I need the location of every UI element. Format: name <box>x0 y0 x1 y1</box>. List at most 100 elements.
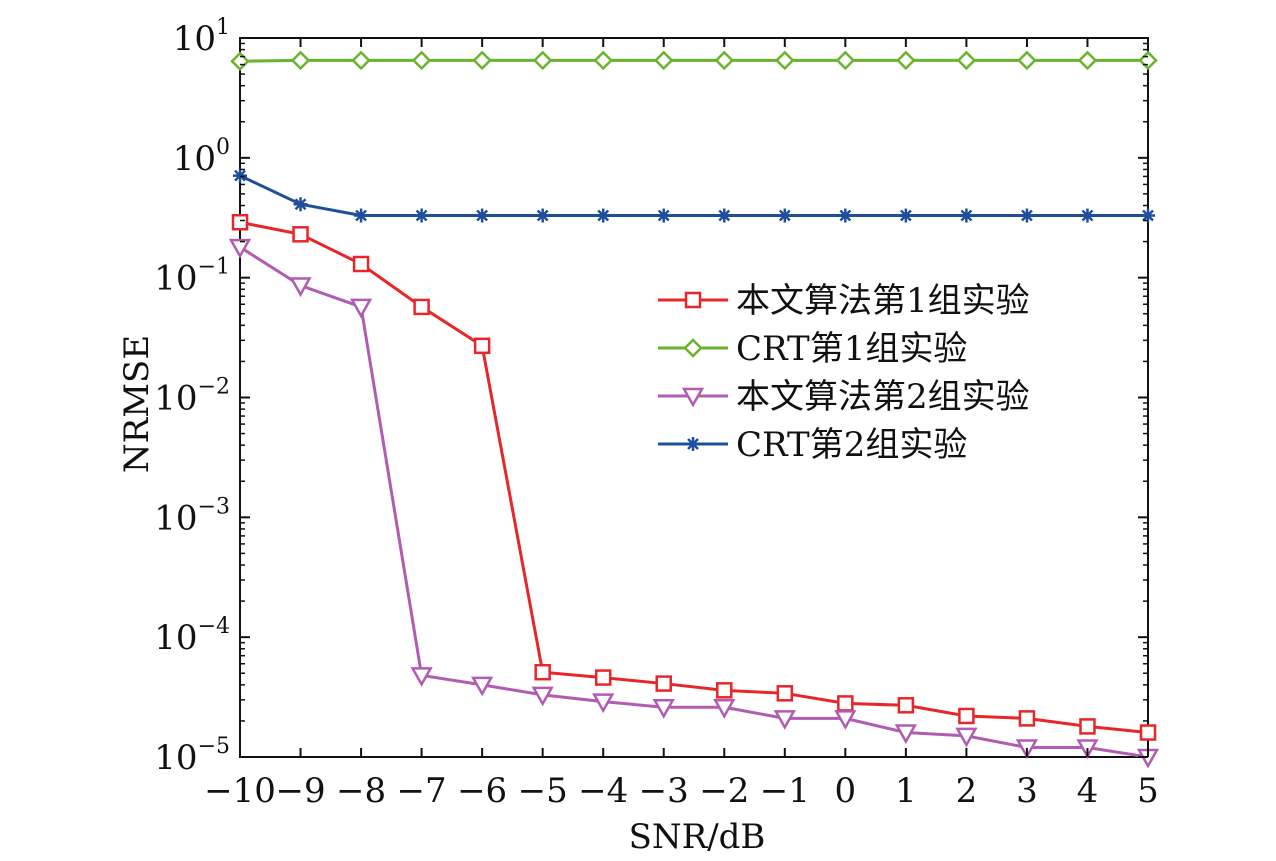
data-point <box>289 277 312 298</box>
x-tick-label: 5 <box>1137 771 1159 811</box>
asterisk-stroke <box>476 209 489 222</box>
data-point <box>716 682 733 699</box>
data-point <box>292 226 309 243</box>
data-point <box>592 693 615 714</box>
data-point <box>838 208 853 223</box>
data-point <box>713 699 736 719</box>
x-tick-label: 3 <box>1016 771 1038 811</box>
y-tick-base: 10 <box>154 738 197 778</box>
y-tick-exponent: 1 <box>216 15 230 40</box>
series-4 <box>233 168 1155 223</box>
asterisk-stroke <box>718 209 731 222</box>
legend-entry-4: CRT第2组实验 <box>658 425 967 465</box>
x-tick-label: 0 <box>835 771 857 811</box>
asterisk-stroke <box>899 209 912 222</box>
data-point <box>835 50 856 71</box>
legend-label: CRT第2组实验 <box>736 425 967 465</box>
asterisk-stroke <box>415 209 428 222</box>
data-point <box>714 50 735 71</box>
data-point <box>473 337 491 355</box>
x-tick-label: −10 <box>204 771 276 811</box>
x-tick-label: 4 <box>1077 771 1099 811</box>
y-tick-label: 10−1 <box>154 255 230 299</box>
data-point <box>959 208 974 223</box>
data-point <box>535 208 550 223</box>
x-axis: −10 −9 −8 −7 −6 −5 −4 −3 −2 −1 0 1 2 3 4 5 <box>204 38 1159 811</box>
y-axis-title: NRMSE <box>117 335 157 473</box>
data-point <box>955 727 978 748</box>
asterisk-stroke <box>960 209 973 222</box>
x-tick-label: 1 <box>895 771 917 811</box>
y-tick-exponent: −1 <box>198 255 230 280</box>
data-point <box>1138 50 1158 71</box>
legend-marker <box>681 387 705 408</box>
y-tick-base: 10 <box>173 19 216 59</box>
y-tick-label: 101 <box>173 15 230 59</box>
y-tick-base: 10 <box>154 259 197 299</box>
data-point <box>290 50 311 71</box>
data-point <box>414 208 429 223</box>
x-tick-label: 2 <box>956 771 978 811</box>
x-tick-label: −6 <box>457 771 507 811</box>
series-line <box>239 58 1148 63</box>
y-tick-label: 10−2 <box>154 375 230 419</box>
data-point <box>354 208 369 223</box>
data-point <box>717 208 732 223</box>
series-1 <box>231 214 1157 741</box>
data-point <box>230 51 250 71</box>
series-2 <box>230 50 1158 71</box>
data-point <box>956 50 977 71</box>
data-point <box>470 676 494 697</box>
y-tick-exponent: −4 <box>198 614 230 639</box>
data-point <box>351 50 371 71</box>
y-tick-exponent: −3 <box>198 494 230 519</box>
asterisk-stroke <box>687 438 699 450</box>
y-tick-base: 10 <box>154 618 197 658</box>
y-tick-label: 10−3 <box>154 494 230 538</box>
data-point <box>593 50 613 71</box>
data-point <box>894 724 918 745</box>
data-point <box>411 50 432 71</box>
y-tick-label: 100 <box>173 135 230 179</box>
data-point <box>352 255 370 273</box>
asterisk-stroke <box>778 209 791 222</box>
series-line <box>239 174 1148 218</box>
legend-marker <box>686 437 700 451</box>
data-point <box>531 686 554 707</box>
y-tick-exponent: −5 <box>198 734 230 759</box>
data-point <box>896 50 916 71</box>
y-tick-label: 10−5 <box>154 734 230 778</box>
y-tick-base: 10 <box>154 498 197 538</box>
series-line <box>239 245 1149 759</box>
data-point <box>656 208 671 223</box>
data-point <box>1018 710 1036 727</box>
data-point <box>594 669 612 686</box>
asterisk-stroke <box>597 209 610 222</box>
asterisk-stroke <box>536 209 549 222</box>
y-tick-base: 10 <box>154 379 197 419</box>
data-point <box>776 685 794 702</box>
x-tick-label: −2 <box>699 771 749 811</box>
data-point <box>655 675 672 692</box>
asterisk-stroke <box>294 198 307 211</box>
data-point <box>777 208 792 223</box>
data-point <box>410 667 433 687</box>
data-point <box>773 710 796 730</box>
data-point <box>775 50 795 71</box>
data-point <box>1139 724 1157 741</box>
asterisk-stroke <box>657 209 670 222</box>
data-point <box>532 50 553 71</box>
x-tick-label: −4 <box>578 771 628 811</box>
y-tick-label: 10−4 <box>154 614 230 658</box>
data-point <box>231 214 249 231</box>
legend-entry-1: 本文算法第1组实验 <box>658 281 1030 321</box>
data-point <box>293 197 308 212</box>
asterisk-stroke <box>1021 209 1033 222</box>
legend-label: 本文算法第2组实验 <box>736 377 1030 417</box>
x-tick-label: −7 <box>397 771 447 811</box>
y-tick-exponent: 0 <box>216 135 230 160</box>
data-point <box>534 663 551 681</box>
data-point <box>228 238 252 259</box>
